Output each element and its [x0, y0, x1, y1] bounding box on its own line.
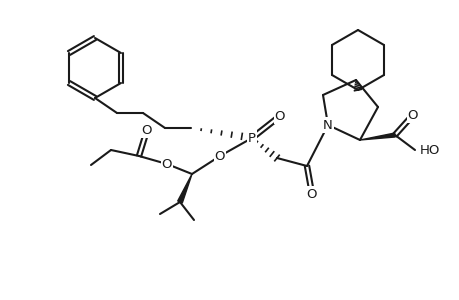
Text: P: P — [247, 131, 256, 145]
Text: N: N — [322, 118, 332, 131]
Text: O: O — [162, 158, 172, 170]
Text: HO: HO — [419, 143, 439, 157]
Text: O: O — [274, 110, 285, 122]
Polygon shape — [359, 133, 394, 140]
Text: O: O — [214, 149, 225, 163]
Text: O: O — [407, 109, 417, 122]
Text: O: O — [306, 188, 317, 200]
Polygon shape — [177, 174, 191, 203]
Text: O: O — [141, 124, 152, 136]
